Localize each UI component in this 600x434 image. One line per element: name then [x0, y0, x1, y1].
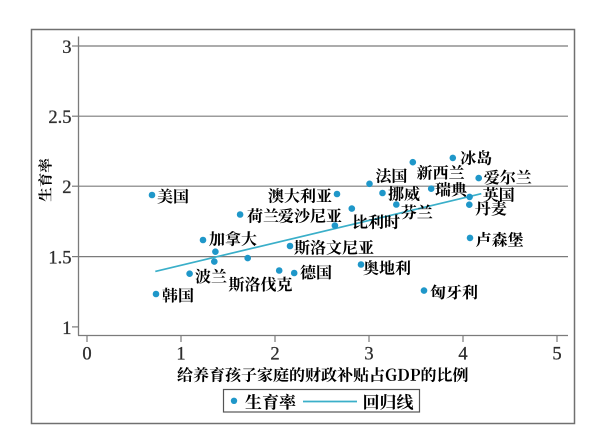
svg-text:4: 4 [458, 345, 467, 365]
svg-text:2: 2 [270, 345, 279, 365]
svg-text:3: 3 [364, 345, 373, 365]
svg-text:1: 1 [62, 319, 71, 339]
svg-text:1: 1 [176, 345, 185, 365]
svg-text:2: 2 [62, 178, 71, 198]
svg-text:5: 5 [552, 345, 561, 365]
svg-text:2.5: 2.5 [48, 108, 71, 128]
svg-text:3: 3 [62, 38, 71, 58]
svg-text:0: 0 [82, 345, 91, 365]
svg-text:1.5: 1.5 [48, 249, 71, 269]
